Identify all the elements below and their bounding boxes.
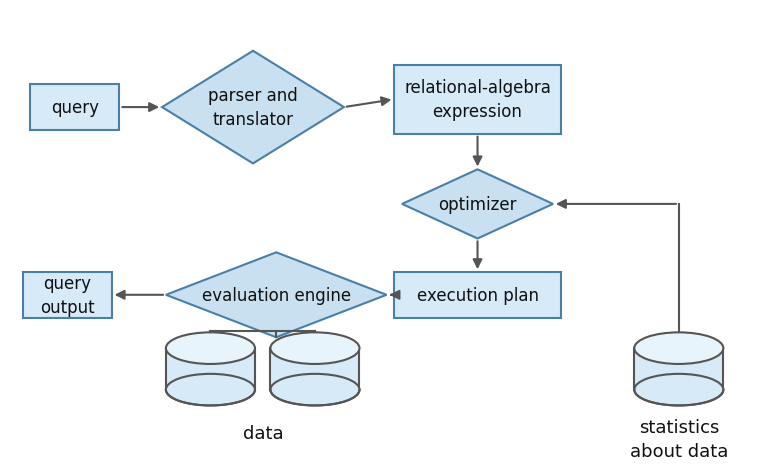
Ellipse shape [166, 374, 255, 406]
Polygon shape [402, 170, 553, 239]
Polygon shape [166, 253, 387, 337]
Bar [166, 348, 255, 390]
Bar [634, 348, 723, 390]
Text: execution plan: execution plan [416, 286, 538, 304]
Ellipse shape [270, 374, 360, 406]
Text: query
output: query output [40, 275, 95, 316]
Ellipse shape [634, 333, 723, 364]
Text: parser and
translator: parser and translator [208, 87, 298, 129]
Text: evaluation engine: evaluation engine [202, 286, 350, 304]
FancyBboxPatch shape [23, 272, 112, 318]
Polygon shape [162, 52, 344, 164]
Text: query: query [51, 99, 99, 117]
Text: statistics
about data: statistics about data [629, 418, 728, 460]
Text: optimizer: optimizer [438, 196, 517, 213]
Ellipse shape [166, 333, 255, 364]
Text: relational-algebra
expression: relational-algebra expression [404, 79, 551, 121]
Ellipse shape [270, 333, 360, 364]
FancyBboxPatch shape [30, 85, 120, 130]
Bar [270, 348, 360, 390]
Text: data: data [242, 424, 284, 442]
FancyBboxPatch shape [394, 272, 561, 318]
FancyBboxPatch shape [394, 66, 561, 135]
Ellipse shape [634, 374, 723, 406]
